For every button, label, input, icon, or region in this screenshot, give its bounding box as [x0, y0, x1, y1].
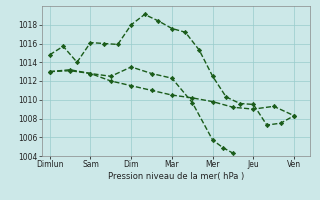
X-axis label: Pression niveau de la mer( hPa ): Pression niveau de la mer( hPa )	[108, 172, 244, 181]
